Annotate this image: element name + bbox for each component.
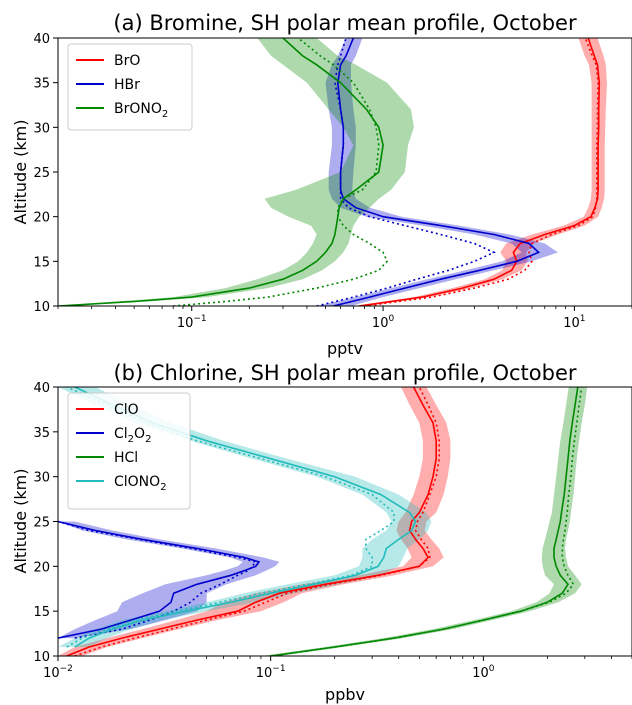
clo-legend-label: ClO xyxy=(114,402,139,418)
chlorine-y-axis-label: Altitude (km) xyxy=(11,469,30,574)
chlorine-y-tick-label: 40 xyxy=(33,381,50,396)
bromine-x-axis-label: pptv xyxy=(327,339,363,358)
chlorine-y-tick-label: 35 xyxy=(33,426,50,441)
chlorine-y-tick-label: 20 xyxy=(33,560,50,575)
clo-dotted-line xyxy=(74,387,441,656)
hbr-uncertainty-band xyxy=(316,38,558,306)
chlorine-panel-title: (b) Chlorine, SH polar mean profile, Oct… xyxy=(113,361,576,385)
bromine-y-tick-label: 15 xyxy=(33,255,50,270)
bromine-y-tick-label: 40 xyxy=(33,32,50,47)
cl2o2-mean-line xyxy=(58,520,261,639)
clono2-dotted-line xyxy=(66,387,395,648)
bromine-y-axis-label: Altitude (km) xyxy=(11,120,30,225)
bromine-y-tick-label: 30 xyxy=(33,121,50,136)
chlorine-panel: (b) Chlorine, SH polar mean profile, Oct… xyxy=(11,361,632,704)
chlorine-x-axis-label: ppbv xyxy=(325,685,365,704)
chlorine-x-tick-label: 100 xyxy=(472,664,495,681)
bro-uncertainty-band xyxy=(353,38,607,306)
hbr-mean-line xyxy=(333,38,541,306)
brono2-legend-label: BrONO2 xyxy=(114,101,168,120)
chlorine-y-tick-label: 15 xyxy=(33,605,50,620)
chlorine-panel-label: (b) xyxy=(113,361,149,385)
brono2-uncertainty-band xyxy=(58,38,414,306)
hcl-mean-line xyxy=(270,387,579,656)
bromine-y-tick-label: 20 xyxy=(33,211,50,226)
chlorine-panel-title-text: Chlorine, SH polar mean profile, October xyxy=(150,361,577,385)
bro-legend-label: BrO xyxy=(114,53,140,69)
bro-dotted-line xyxy=(364,38,599,306)
chlorine-x-tick-label: 10−1 xyxy=(256,664,286,681)
chlorine-legend: ClO Cl2O2 HCl ClONO2 xyxy=(67,392,191,510)
chlorine-y-tick-label: 30 xyxy=(33,471,50,486)
chlorine-x-tick-label: 10−2 xyxy=(43,664,73,681)
bromine-panel-label: (a) xyxy=(113,11,149,35)
bromine-y-tick-label: 10 xyxy=(33,300,50,315)
hbr-dotted-line xyxy=(316,38,496,306)
clono2-legend-label: ClONO2 xyxy=(114,474,167,493)
hbr-legend-label: HBr xyxy=(114,77,140,93)
chlorine-y-tick-label: 25 xyxy=(33,516,50,531)
bromine-y-tick-label: 25 xyxy=(33,166,50,181)
brono2-mean-line xyxy=(58,38,384,306)
clono2-mean-line xyxy=(74,387,417,648)
bromine-legend: BrO HBr BrONO2 xyxy=(67,43,193,131)
bromine-x-tick-label: 100 xyxy=(372,314,395,331)
bromine-panel: (a) Bromine, SH polar mean profile, Octo… xyxy=(11,11,632,358)
chlorine-y-tick-label: 10 xyxy=(33,650,50,665)
bromine-x-tick-label: 101 xyxy=(563,314,585,331)
bromine-panel-title-text: Bromine, SH polar mean profile, October xyxy=(149,11,577,35)
bromine-x-tick-label: 10−1 xyxy=(177,314,207,331)
bromine-panel-title: (a) Bromine, SH polar mean profile, Octo… xyxy=(113,11,577,35)
cl2o2-legend-label: Cl2O2 xyxy=(114,426,151,445)
cl2o2-uncertainty-band xyxy=(58,521,280,639)
hcl-dotted-line xyxy=(270,387,583,656)
chlorine-plot-area xyxy=(58,387,588,656)
clo-mean-line xyxy=(66,387,438,656)
bro-mean-line xyxy=(359,38,601,306)
hcl-legend-label: HCl xyxy=(114,450,138,466)
bromine-plot-area xyxy=(58,38,607,306)
bromine-y-tick-label: 35 xyxy=(33,77,50,92)
